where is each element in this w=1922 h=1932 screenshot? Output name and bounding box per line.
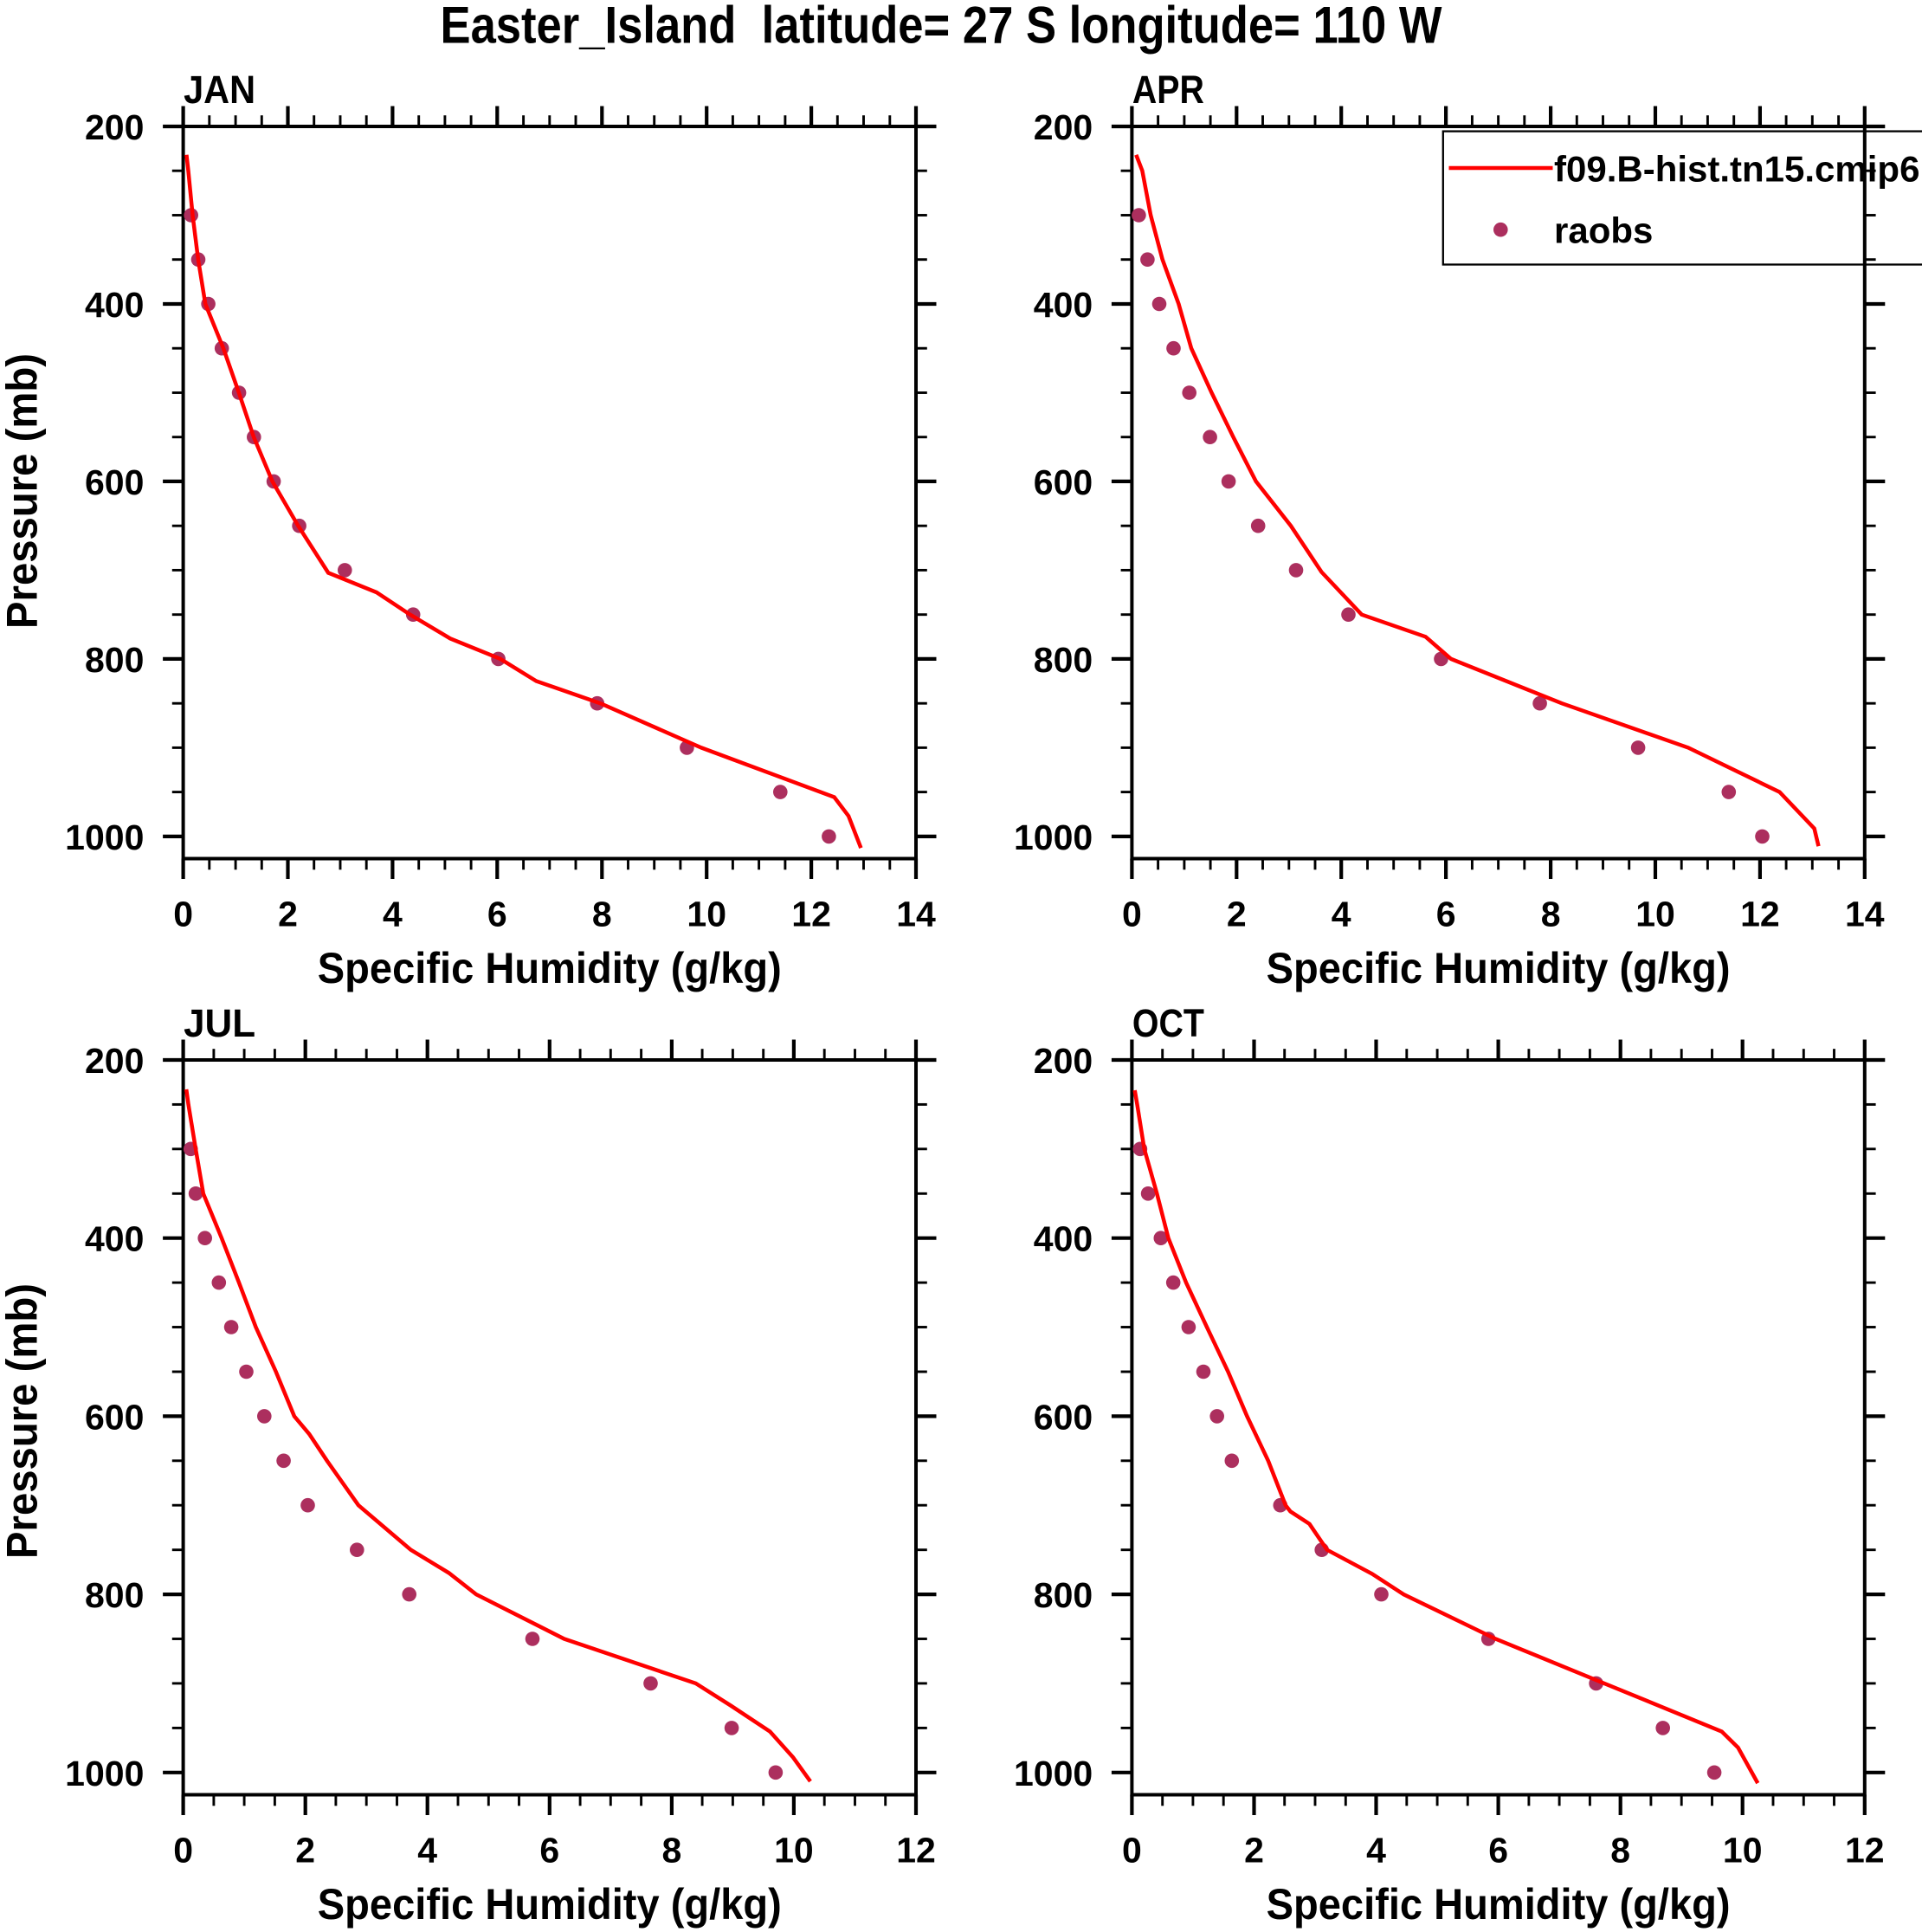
- svg-text:2: 2: [1227, 895, 1247, 934]
- svg-text:1000: 1000: [1014, 817, 1093, 857]
- svg-text:200: 200: [1034, 1041, 1093, 1081]
- svg-text:f09.B-hist.tn15.cmip6: f09.B-hist.tn15.cmip6: [1554, 148, 1919, 189]
- svg-text:400: 400: [85, 1219, 144, 1259]
- svg-text:0: 0: [1122, 1831, 1142, 1871]
- svg-text:10: 10: [774, 1831, 814, 1871]
- svg-text:12: 12: [896, 1831, 936, 1871]
- svg-text:600: 600: [85, 462, 144, 502]
- svg-text:Pressure (mb): Pressure (mb): [0, 353, 46, 629]
- svg-text:8: 8: [1541, 895, 1561, 934]
- svg-text:200: 200: [85, 1041, 144, 1081]
- svg-text:0: 0: [1122, 895, 1142, 934]
- svg-text:OCT: OCT: [1132, 1001, 1204, 1045]
- svg-text:4: 4: [1332, 895, 1351, 934]
- svg-text:6: 6: [1436, 895, 1456, 934]
- svg-text:2: 2: [1244, 1831, 1264, 1871]
- svg-text:Specific Humidity (g/kg): Specific Humidity (g/kg): [318, 944, 782, 992]
- svg-text:0: 0: [173, 1831, 193, 1871]
- svg-text:14: 14: [1845, 895, 1885, 934]
- svg-text:12: 12: [1845, 1831, 1885, 1871]
- svg-text:10: 10: [1635, 895, 1675, 934]
- svg-text:6: 6: [1488, 1831, 1508, 1871]
- svg-text:6: 6: [539, 1831, 559, 1871]
- svg-text:8: 8: [661, 1831, 681, 1871]
- svg-text:14: 14: [896, 895, 936, 934]
- svg-text:200: 200: [85, 107, 144, 147]
- svg-text:Specific Humidity (g/kg): Specific Humidity (g/kg): [1267, 944, 1731, 992]
- svg-text:APR: APR: [1132, 68, 1204, 112]
- svg-text:raobs: raobs: [1554, 210, 1653, 250]
- svg-text:400: 400: [85, 285, 144, 325]
- svg-text:Specific Humidity (g/kg): Specific Humidity (g/kg): [318, 1880, 782, 1929]
- svg-text:8: 8: [592, 895, 612, 934]
- svg-text:200: 200: [1034, 107, 1093, 147]
- svg-text:600: 600: [1034, 1397, 1093, 1437]
- svg-text:Specific Humidity (g/kg): Specific Humidity (g/kg): [1267, 1880, 1731, 1929]
- svg-text:600: 600: [1034, 462, 1093, 502]
- svg-text:800: 800: [85, 1575, 144, 1615]
- svg-text:10: 10: [687, 895, 726, 934]
- svg-text:1000: 1000: [65, 817, 144, 857]
- svg-text:JAN: JAN: [184, 68, 255, 112]
- svg-text:6: 6: [487, 895, 507, 934]
- svg-text:JUL: JUL: [184, 1001, 255, 1045]
- svg-text:8: 8: [1610, 1831, 1630, 1871]
- svg-text:400: 400: [1034, 285, 1093, 325]
- svg-text:2: 2: [295, 1831, 315, 1871]
- svg-text:1000: 1000: [1014, 1754, 1093, 1793]
- svg-text:4: 4: [1366, 1831, 1386, 1871]
- svg-text:800: 800: [85, 640, 144, 680]
- svg-text:800: 800: [1034, 640, 1093, 680]
- svg-text:4: 4: [383, 895, 403, 934]
- svg-text:12: 12: [791, 895, 831, 934]
- svg-text:1000: 1000: [65, 1754, 144, 1793]
- svg-text:2: 2: [278, 895, 298, 934]
- svg-text:Easter_Island latitude= 27 S: Easter_Island latitude= 27 S longitude= …: [441, 0, 1442, 55]
- svg-text:12: 12: [1740, 895, 1780, 934]
- svg-text:0: 0: [173, 895, 193, 934]
- svg-text:Pressure (mb): Pressure (mb): [0, 1283, 46, 1559]
- svg-text:600: 600: [85, 1397, 144, 1437]
- svg-text:10: 10: [1723, 1831, 1763, 1871]
- svg-text:4: 4: [417, 1831, 437, 1871]
- svg-text:400: 400: [1034, 1219, 1093, 1259]
- svg-text:800: 800: [1034, 1575, 1093, 1615]
